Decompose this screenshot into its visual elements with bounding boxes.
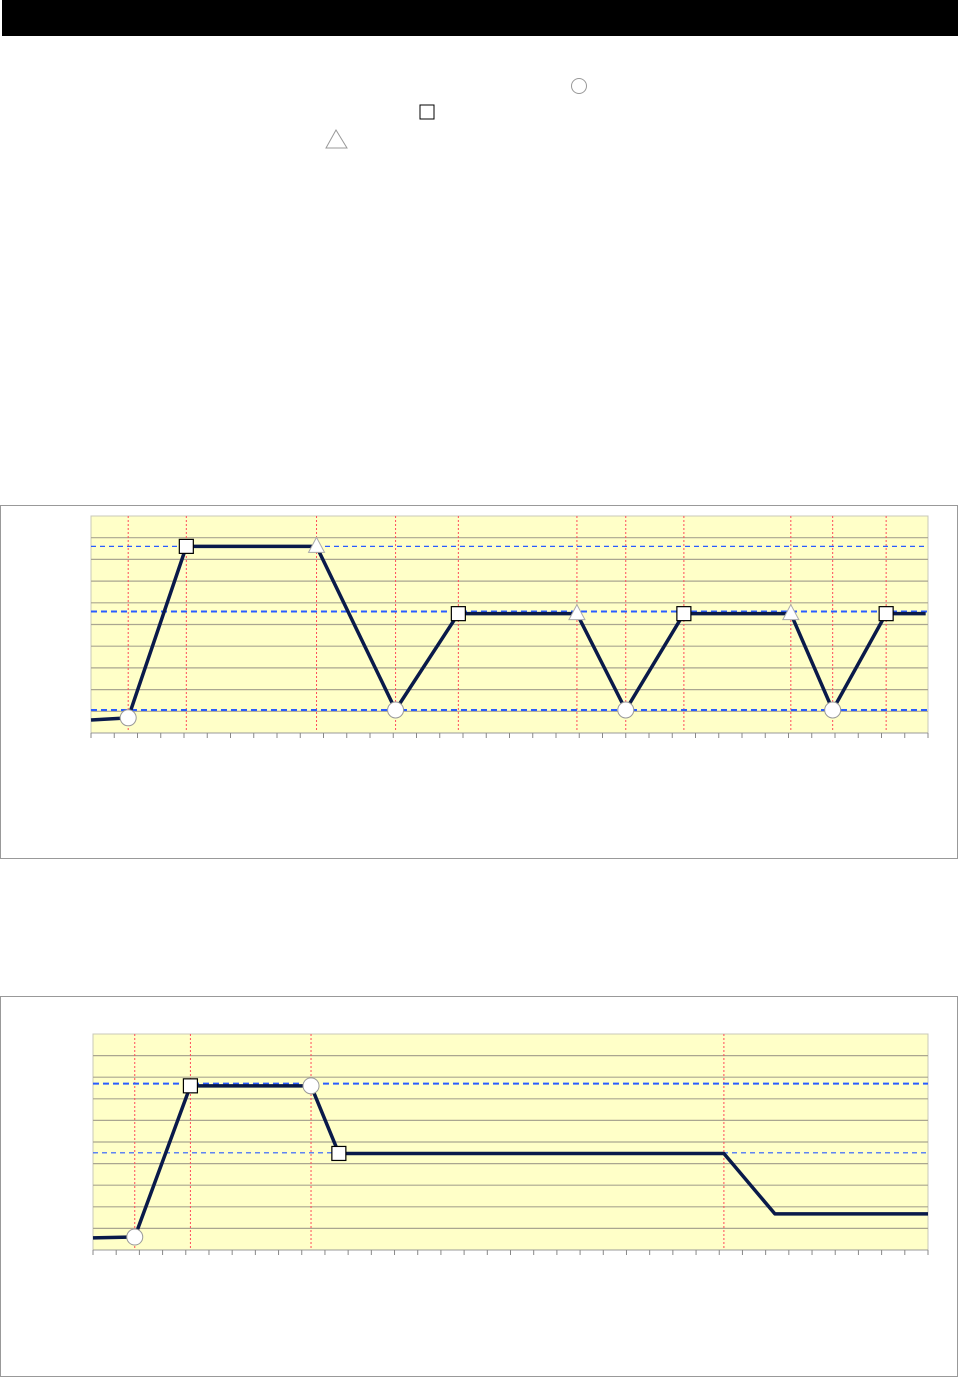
series-line (92, 1084, 928, 1240)
triangle-marker (568, 603, 586, 621)
square-marker (878, 606, 894, 622)
square-marker (182, 1078, 199, 1094)
header-bar (2, 0, 958, 36)
triangle-marker (307, 536, 326, 553)
circle-marker (302, 1077, 320, 1095)
circle-marker (617, 701, 635, 719)
square-marker (331, 1145, 347, 1162)
chart-frame-1 (0, 505, 958, 859)
circle-marker (824, 701, 842, 719)
legend-triangle-marker (325, 129, 348, 149)
circle-marker (126, 1228, 144, 1246)
circle-marker (119, 709, 137, 727)
legend (325, 78, 587, 149)
square-marker (178, 538, 194, 554)
square-marker (676, 606, 692, 622)
triangle-marker (781, 603, 800, 621)
legend-square-marker (419, 104, 435, 120)
square-marker (450, 606, 466, 622)
circle-marker (387, 701, 405, 719)
legend-circle-marker (571, 78, 587, 94)
